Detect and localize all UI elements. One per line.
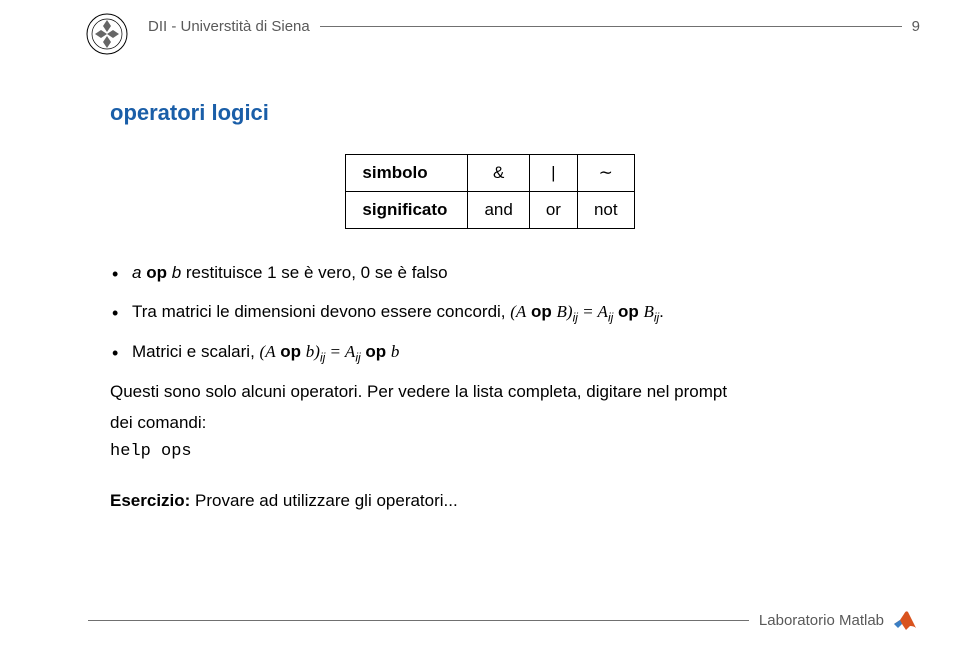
page-header: DII - Universtità di Siena 9 xyxy=(88,18,920,35)
text: op xyxy=(526,302,556,321)
page-footer: Laboratorio Matlab xyxy=(88,606,920,634)
header-rule xyxy=(320,26,902,27)
main-content: operatori logici simbolo & | ∼ significa… xyxy=(110,100,870,511)
cell-label: significato xyxy=(346,192,468,229)
university-emblem-icon xyxy=(85,12,129,56)
math: = A xyxy=(325,342,355,361)
cell-label: simbolo xyxy=(346,155,468,192)
math: (A xyxy=(510,302,526,321)
paragraph: Questi sono solo alcuni operatori. Per v… xyxy=(110,377,870,408)
list-item: Tra matrici le dimensioni devono essere … xyxy=(110,298,870,328)
operator-table: simbolo & | ∼ significato and or not xyxy=(345,154,634,229)
math: b xyxy=(391,342,400,361)
cell: and xyxy=(468,192,529,229)
footer-text: Laboratorio Matlab xyxy=(759,612,884,629)
text: op xyxy=(613,302,643,321)
math: B) xyxy=(557,302,573,321)
text: op xyxy=(361,342,391,361)
code-line: help ops xyxy=(110,442,870,461)
math: (A xyxy=(260,342,276,361)
text: Tra matrici le dimensioni devono essere … xyxy=(132,302,510,321)
cell: not xyxy=(577,192,634,229)
exercise-text: Provare ad utilizzare gli operatori... xyxy=(190,491,457,510)
text: . xyxy=(659,302,664,321)
cell: | xyxy=(529,155,577,192)
list-item: a op b restituisce 1 se è vero, 0 se è f… xyxy=(110,259,870,288)
text: Matrici e scalari, xyxy=(132,342,260,361)
page-number: 9 xyxy=(912,18,920,35)
bullet-list: a op b restituisce 1 se è vero, 0 se è f… xyxy=(110,259,870,367)
table-row: significato and or not xyxy=(346,192,634,229)
table-row: simbolo & | ∼ xyxy=(346,155,634,192)
cell: ∼ xyxy=(577,155,634,192)
matlab-icon xyxy=(892,606,920,634)
footer-rule xyxy=(88,620,749,621)
text: op xyxy=(276,342,306,361)
math: B xyxy=(643,302,653,321)
math: b) xyxy=(306,342,320,361)
text: op xyxy=(141,263,171,282)
text: b xyxy=(172,263,181,282)
exercise-label: Esercizio: xyxy=(110,491,190,510)
header-title: DII - Universtità di Siena xyxy=(148,18,310,35)
exercise-line: Esercizio: Provare ad utilizzare gli ope… xyxy=(110,491,870,511)
math: = A xyxy=(578,302,608,321)
cell: or xyxy=(529,192,577,229)
cell: & xyxy=(468,155,529,192)
list-item: Matrici e scalari, (A op b)ij = Aij op b xyxy=(110,338,870,368)
section-title: operatori logici xyxy=(110,100,870,126)
text: restituisce 1 se è vero, 0 se è falso xyxy=(181,263,447,282)
paragraph: dei comandi: xyxy=(110,408,870,439)
